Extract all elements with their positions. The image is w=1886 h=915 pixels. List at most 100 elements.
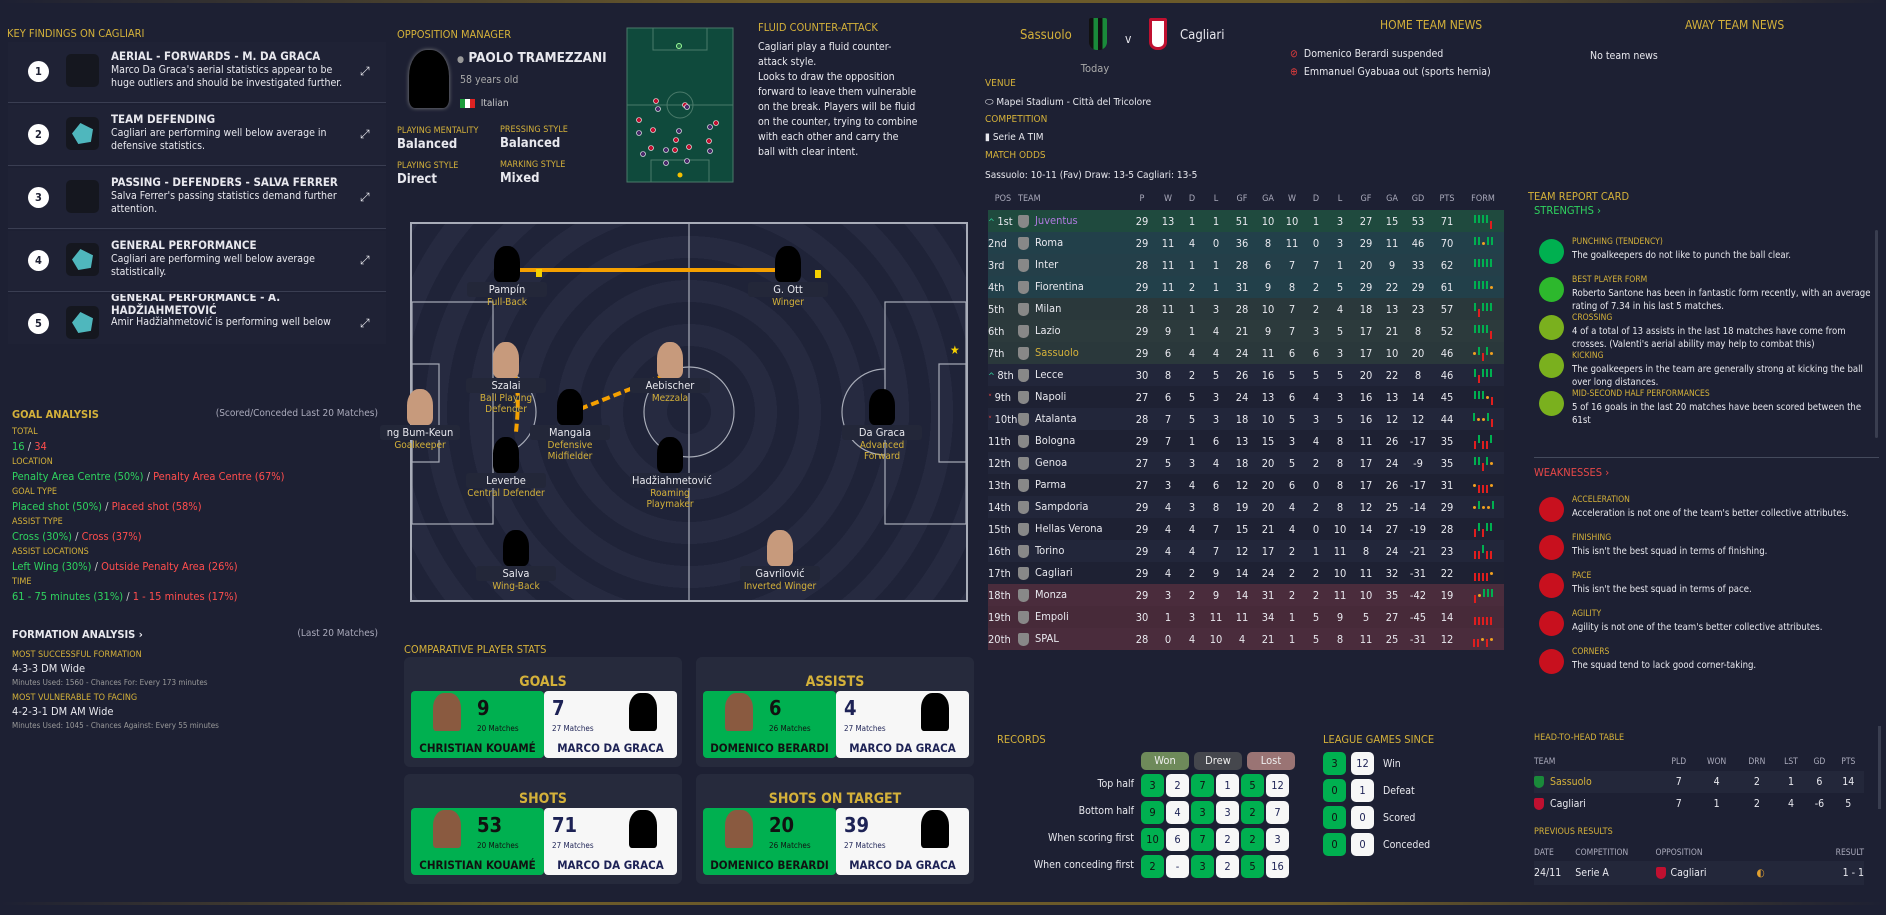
column-header[interactable]: D [1188, 194, 1196, 204]
player-avatar [493, 342, 519, 378]
table-row[interactable]: ^ 1st Juventus 29 13 1 1 51 10 10 1 3 27 15 53 71 [988, 210, 1504, 232]
table-row[interactable]: 16th Torino 29 4 4 7 12 17 2 1 11 8 24 -21 23 [988, 540, 1504, 562]
table-row[interactable]: 4th Fiorentina 29 11 2 1 31 9 8 2 5 29 22 29 61 [988, 276, 1504, 298]
player-marker[interactable]: Gavrilović Inverted Winger [740, 530, 820, 592]
player-marker[interactable]: Salva Wing-Back [476, 530, 556, 592]
expand-icon[interactable]: ⤢ [360, 316, 370, 330]
home-player-stat[interactable]: 20 26 Matches DOMENICO BERARDI [703, 808, 836, 875]
table-row[interactable]: 11th Bologna 29 7 1 6 13 15 3 4 8 11 26 -17 35 [988, 430, 1504, 452]
player-marker[interactable]: G. Ott Winger [748, 246, 828, 308]
key-finding-item[interactable]: 3 PASSING - DEFENDERS - SALVA FERRER Salva… [8, 168, 386, 229]
player-marker[interactable]: Szalai Ball Playing Defender [466, 342, 546, 415]
key-finding-item[interactable]: 2 TEAM DEFENDING Cagliari are performing w… [8, 105, 386, 166]
player-marker[interactable]: Hadžiahmetović Roaming Playmaker [630, 437, 712, 510]
team-cell[interactable]: Roma [1018, 232, 1128, 254]
team-cell[interactable]: Lecce [1018, 364, 1128, 386]
team-cell[interactable]: Napoli [1018, 386, 1128, 408]
column-header[interactable]: FORM [1471, 194, 1495, 204]
since-value-away: 12 [1351, 752, 1374, 775]
table-row[interactable]: 19th Empoli 30 1 3 11 11 34 1 5 9 5 27 -45 14 [988, 606, 1504, 628]
column-header[interactable]: W [1287, 194, 1296, 204]
table-row[interactable]: 5th Milan 28 11 1 3 28 10 7 2 4 18 13 23 57 [988, 298, 1504, 320]
expand-icon[interactable]: ⤢ [360, 64, 370, 78]
table-row[interactable]: 6th Lazio 29 9 1 4 21 9 7 3 5 17 21 8 52 [988, 320, 1504, 342]
column-header[interactable]: W [1163, 194, 1172, 204]
team-cell[interactable]: Torino [1018, 540, 1128, 562]
team-cell[interactable]: Inter [1018, 254, 1128, 276]
column-header[interactable]: GD [1411, 194, 1425, 204]
team-cell[interactable]: Milan [1018, 298, 1128, 320]
column-header[interactable]: GF [1236, 194, 1248, 204]
team-cell[interactable]: Juventus [1018, 210, 1128, 232]
team-cell[interactable]: Cagliari [1018, 562, 1128, 584]
key-finding-item[interactable]: 1 AERIAL - FORWARDS - M. DA GRACA Marco Da… [8, 42, 386, 103]
team-cell[interactable]: Lazio [1018, 320, 1128, 342]
table-row[interactable]: 12th Genoa 27 5 3 4 18 20 5 2 8 17 24 -9 35 [988, 452, 1504, 474]
team-cell[interactable]: Genoa [1018, 452, 1128, 474]
previous-result-row[interactable]: 24/11 Serie A Cagliari ◐ 1 - 1 [1534, 861, 1864, 885]
h2h-row[interactable]: Cagliari 7 1 2 4 -6 5 [1534, 793, 1864, 815]
table-row[interactable]: ˅ 10th Atalanta 28 7 5 3 18 10 5 3 5 16 12 12 44 [988, 408, 1504, 430]
stat-cell: 25 [1385, 632, 1399, 646]
column-header[interactable]: GF [1360, 194, 1372, 204]
table-row[interactable]: 20th SPAL 28 0 4 10 4 21 1 5 8 11 25 -31 12 [988, 628, 1504, 650]
table-row[interactable]: 3rd Inter 28 11 1 1 28 6 7 7 1 20 9 33 62 [988, 254, 1504, 276]
column-header[interactable]: GA [1386, 194, 1398, 204]
expand-icon[interactable]: ⤢ [360, 190, 370, 204]
team-cell[interactable]: Sassuolo [1534, 771, 1662, 793]
column-header[interactable]: L [1213, 194, 1219, 204]
table-row[interactable]: 7th Sassuolo 29 6 4 4 24 11 6 6 3 17 10 20 46 [988, 342, 1504, 364]
player-marker[interactable]: Aebischer Mezzala [630, 342, 710, 404]
table-row[interactable]: 17th Cagliari 29 4 2 9 14 24 2 2 10 11 32 -31 22 [988, 562, 1504, 584]
player-marker[interactable]: Leverbe Central Defender [466, 437, 546, 499]
strengths-link[interactable]: STRENGTHS › [1534, 204, 1602, 217]
key-finding-item[interactable]: 5 GENERAL PERFORMANCE - A. HADŽIAHMETOVIĆ… [8, 294, 386, 344]
column-header[interactable]: D [1312, 194, 1320, 204]
table-row[interactable]: 18th Monza 29 3 2 9 14 31 2 2 11 10 35 -42 19 [988, 584, 1504, 606]
team-cell[interactable]: Cagliari [1534, 793, 1662, 815]
formation-analysis-link[interactable]: FORMATION ANALYSIS › [12, 628, 143, 641]
expand-icon[interactable]: ⤢ [360, 253, 370, 267]
player-marker[interactable]: Pampín Full-Back [467, 246, 547, 308]
team-cell[interactable]: Bologna [1018, 430, 1128, 452]
report-scrollbar[interactable] [1875, 230, 1878, 438]
home-player-stat[interactable]: 53 20 Matches CHRISTIAN KOUAMÉ [411, 808, 544, 875]
team-cell[interactable]: Sampdoria [1018, 496, 1128, 518]
table-row[interactable]: 14th Sampdoria 29 4 3 8 19 20 4 2 8 12 25 -14 29 [988, 496, 1504, 518]
column-header[interactable]: PTS [1439, 194, 1455, 204]
expand-icon[interactable]: ⤢ [360, 127, 370, 141]
team-cell[interactable]: SPAL [1018, 628, 1128, 650]
team-cell[interactable]: Monza [1018, 584, 1128, 606]
player-marker[interactable]: ng Bum-Keun Goalkeeper [380, 389, 460, 451]
home-player-stat[interactable]: 6 26 Matches DOMENICO BERARDI [703, 691, 836, 758]
column-header[interactable]: P [1139, 194, 1145, 204]
column-header[interactable]: TEAM [1018, 194, 1041, 204]
team-cell[interactable]: Parma [1018, 474, 1128, 496]
table-row[interactable]: ˅ 9th Napoli 27 6 5 3 24 13 6 4 3 16 13 14 45 [988, 386, 1504, 408]
column-header[interactable]: GA [1262, 194, 1274, 204]
team-cell[interactable]: Empoli [1018, 606, 1128, 628]
result-cell[interactable]: 1 - 1 [1842, 867, 1864, 879]
table-row[interactable]: ^ 8th Lecce 30 8 2 5 26 16 5 5 5 20 22 8 46 [988, 364, 1504, 386]
h2h-row[interactable]: Sassuolo 7 4 2 1 6 14 [1534, 771, 1864, 793]
column-header[interactable]: L [1337, 194, 1343, 204]
team-cell[interactable]: Fiorentina [1018, 276, 1128, 298]
home-player-stat[interactable]: 9 20 Matches CHRISTIAN KOUAMÉ [411, 691, 544, 758]
tactic-style: FLUID COUNTER-ATTACK Cagliari play a flu… [758, 21, 918, 160]
key-finding-item[interactable]: 4 GENERAL PERFORMANCE Cagliari are perform… [8, 231, 386, 292]
table-row[interactable]: 15th Hellas Verona 29 4 4 7 15 21 4 0 10 14 27 -19 28 [988, 518, 1504, 540]
team-cell[interactable]: Hellas Verona [1018, 518, 1128, 540]
away-player-stat[interactable]: 7 27 Matches MARCO DA GRACA [544, 691, 677, 758]
away-player-stat[interactable]: 71 27 Matches MARCO DA GRACA [544, 808, 677, 875]
player-marker[interactable]: Da Graca Advanced Forward [842, 389, 922, 462]
weaknesses-link[interactable]: WEAKNESSES › [1534, 466, 1610, 479]
team-cell[interactable]: Atalanta [1018, 408, 1128, 430]
table-row[interactable]: 2nd Roma 29 11 4 0 36 8 11 0 3 29 11 46 70 [988, 232, 1504, 254]
column-header[interactable]: POS [994, 194, 1012, 204]
h2h-scrollbar[interactable] [1878, 726, 1881, 809]
away-player-stat[interactable]: 4 27 Matches MARCO DA GRACA [836, 691, 969, 758]
team-cell[interactable]: Sassuolo [1018, 342, 1128, 364]
table-row[interactable]: 13th Parma 27 3 4 6 12 20 6 0 8 17 26 -17 31 [988, 474, 1504, 496]
away-player-stat[interactable]: 39 27 Matches MARCO DA GRACA [836, 808, 969, 875]
player-marker[interactable]: Mangala Defensive Midfielder [530, 389, 610, 462]
